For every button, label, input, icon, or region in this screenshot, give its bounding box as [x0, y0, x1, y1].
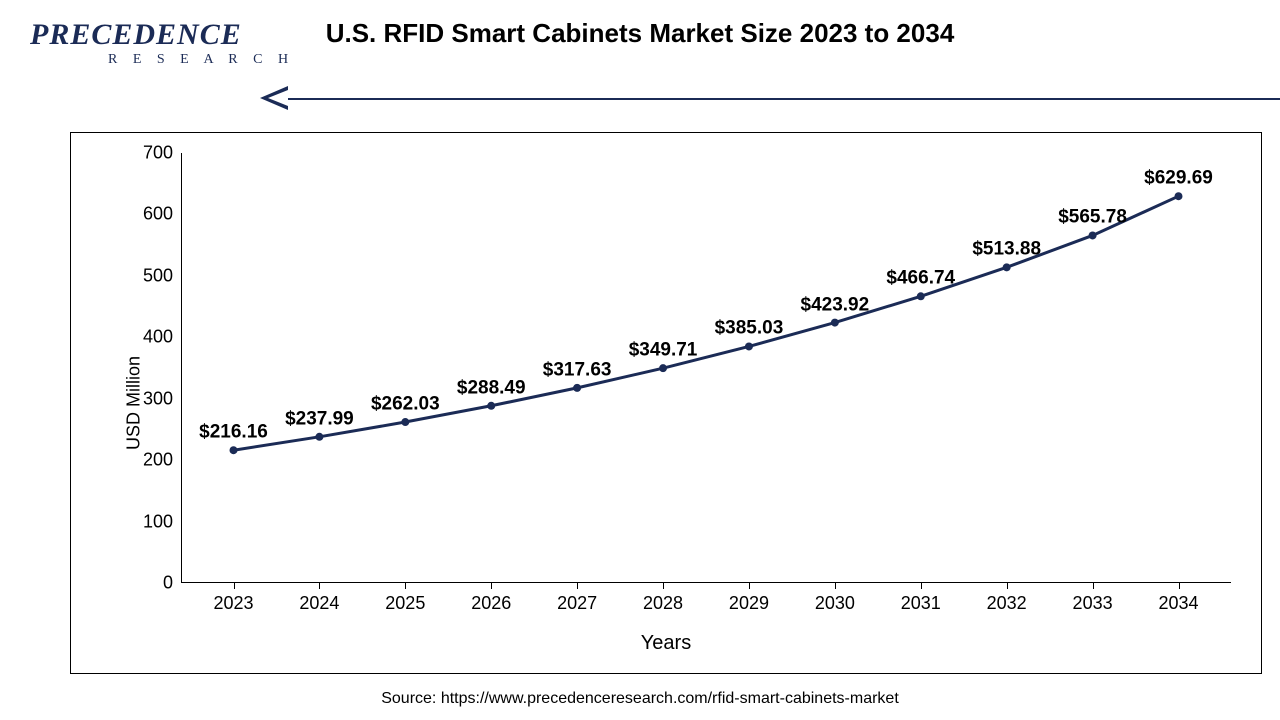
- logo-subtext: R E S E A R C H: [108, 52, 294, 68]
- data-point-label: $565.78: [1058, 207, 1127, 229]
- y-tick-label: 200: [143, 450, 173, 471]
- y-tick-label: 700: [143, 143, 173, 164]
- x-tick-label: 2034: [1158, 593, 1198, 614]
- y-axis-label: USD Million: [124, 356, 145, 450]
- data-point-label: $466.74: [886, 268, 955, 290]
- x-tick-mark: [577, 583, 578, 589]
- source-text: Source: https://www.precedenceresearch.c…: [0, 690, 1280, 708]
- y-tick-label: 0: [163, 573, 173, 594]
- x-tick-mark: [835, 583, 836, 589]
- data-marker: [659, 364, 667, 372]
- x-tick-label: 2031: [901, 593, 941, 614]
- x-tick-mark: [319, 583, 320, 589]
- x-tick-label: 2030: [815, 593, 855, 614]
- data-point-label: $629.69: [1144, 168, 1213, 190]
- data-marker: [1003, 263, 1011, 271]
- x-tick-label: 2026: [471, 593, 511, 614]
- x-tick-mark: [234, 583, 235, 589]
- decorative-arrow-line: [272, 98, 1280, 100]
- y-tick-label: 500: [143, 265, 173, 286]
- x-tick-label: 2029: [729, 593, 769, 614]
- x-tick-label: 2025: [385, 593, 425, 614]
- x-tick-label: 2024: [299, 593, 339, 614]
- x-tick-label: 2032: [987, 593, 1027, 614]
- data-point-label: $349.71: [629, 340, 698, 362]
- y-tick-label: 100: [143, 511, 173, 532]
- data-point-label: $513.88: [972, 239, 1041, 261]
- data-point-label: $237.99: [285, 408, 354, 430]
- data-marker: [831, 319, 839, 327]
- x-tick-label: 2027: [557, 593, 597, 614]
- data-point-label: $423.92: [801, 294, 870, 316]
- x-tick-mark: [491, 583, 492, 589]
- chart-frame: USD Million 0100200300400500600700202320…: [70, 132, 1262, 674]
- x-tick-label: 2028: [643, 593, 683, 614]
- x-tick-mark: [921, 583, 922, 589]
- x-tick-mark: [749, 583, 750, 589]
- data-marker: [745, 342, 753, 350]
- data-point-label: $385.03: [715, 318, 784, 340]
- chart-title: U.S. RFID Smart Cabinets Market Size 202…: [0, 18, 1280, 49]
- x-tick-mark: [663, 583, 664, 589]
- plot-area: 0100200300400500600700202320242025202620…: [181, 153, 1231, 583]
- x-tick-mark: [1007, 583, 1008, 589]
- x-axis-label: Years: [71, 632, 1261, 655]
- x-tick-mark: [1093, 583, 1094, 589]
- data-marker: [401, 418, 409, 426]
- data-point-label: $317.63: [543, 359, 612, 381]
- data-marker: [315, 433, 323, 441]
- chart-page: PRECEDENCE R E S E A R C H U.S. RFID Sma…: [0, 0, 1280, 720]
- x-tick-label: 2033: [1073, 593, 1113, 614]
- data-marker: [1089, 231, 1097, 239]
- data-marker: [917, 292, 925, 300]
- data-point-label: $262.03: [371, 393, 440, 415]
- x-tick-mark: [1179, 583, 1180, 589]
- y-tick-label: 300: [143, 388, 173, 409]
- y-tick-label: 600: [143, 204, 173, 225]
- y-tick-label: 400: [143, 327, 173, 348]
- data-point-label: $216.16: [199, 422, 268, 444]
- data-point-label: $288.49: [457, 377, 526, 399]
- x-tick-label: 2023: [213, 593, 253, 614]
- x-tick-mark: [405, 583, 406, 589]
- data-marker: [230, 446, 238, 454]
- data-marker: [1175, 192, 1183, 200]
- data-marker: [487, 402, 495, 410]
- decorative-arrow-head-inner: [268, 90, 288, 106]
- data-marker: [573, 384, 581, 392]
